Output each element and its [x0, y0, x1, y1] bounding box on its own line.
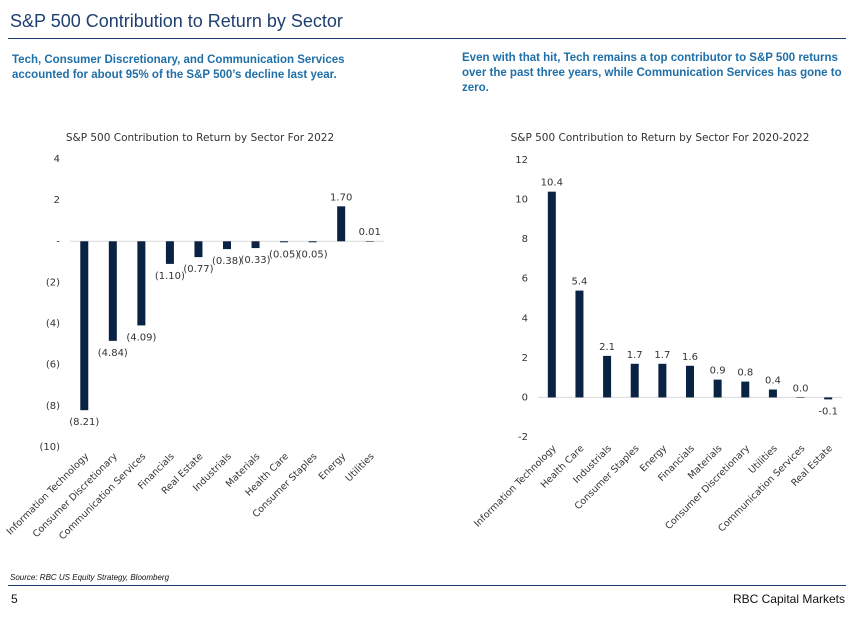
value-label: 0.0 [793, 383, 809, 394]
left-note: Tech, Consumer Discretionary, and Commun… [12, 54, 345, 81]
value-label: -0.1 [818, 406, 838, 417]
y-tick-label: 8 [522, 234, 528, 245]
y-tick-label: -2 [518, 432, 528, 443]
value-label: 0.01 [359, 227, 381, 238]
bar [337, 206, 346, 242]
bar [194, 241, 203, 258]
right-note: Even with that hit, Tech remains a top c… [462, 52, 842, 94]
y-tick-label: (2) [46, 277, 60, 288]
y-tick-label: (10) [39, 442, 60, 453]
bar [824, 397, 833, 400]
x-tick-label: Utilities [344, 451, 377, 484]
bar [713, 379, 722, 398]
y-tick-label: 2 [54, 195, 60, 206]
bar [658, 363, 667, 398]
value-label: (0.05) [269, 249, 299, 260]
y-tick-label: 2 [522, 353, 528, 364]
bar [630, 363, 639, 398]
bar [686, 365, 694, 398]
chart-title: S&P 500 Contribution to Return by Sector… [66, 132, 334, 144]
bar [308, 241, 317, 243]
value-label: (4.84) [98, 348, 128, 359]
brand: RBC Capital Markets [732, 592, 845, 606]
bar [223, 241, 231, 250]
value-label: 1.7 [627, 350, 643, 361]
y-tick-label: 10 [515, 195, 528, 206]
bar [108, 241, 117, 341]
value-label: (0.38) [212, 256, 242, 267]
value-label: 0.4 [765, 376, 781, 387]
source: Source: RBC US Equity Strategy, Bloomber… [10, 573, 170, 582]
bar [768, 389, 777, 398]
bar [251, 241, 260, 249]
y-tick-label: (8) [46, 401, 60, 412]
bar [280, 241, 289, 243]
bar [365, 241, 374, 242]
value-label: 1.7 [654, 350, 670, 361]
y-tick-label: - [56, 236, 60, 247]
value-label: 1.6 [682, 352, 698, 363]
value-label: 0.9 [710, 366, 726, 377]
y-tick-label: 0 [522, 392, 528, 403]
y-tick-label: (6) [46, 360, 60, 371]
value-label: (0.05) [298, 249, 328, 260]
bar [80, 241, 89, 411]
bar [547, 191, 556, 398]
bar [796, 397, 805, 398]
value-label: 1.70 [330, 192, 352, 203]
bar [603, 355, 612, 398]
page-number: 5 [11, 592, 18, 606]
chart-title: S&P 500 Contribution to Return by Sector… [511, 132, 810, 144]
y-tick-label: 12 [515, 155, 528, 166]
value-label: 0.8 [737, 368, 753, 379]
value-label: (1.10) [155, 271, 185, 282]
bar [741, 381, 750, 398]
value-label: 5.4 [572, 277, 588, 288]
bar [137, 241, 146, 326]
bar [165, 241, 174, 264]
value-label: (4.09) [126, 332, 156, 343]
value-label: 2.1 [599, 342, 615, 353]
y-tick-label: 6 [522, 274, 528, 285]
y-tick-label: 4 [522, 313, 528, 324]
value-label: 10.4 [541, 178, 563, 189]
slide-title: S&P 500 Contribution to Return by Sector [10, 11, 343, 31]
value-label: (0.33) [241, 255, 271, 266]
value-label: (8.21) [69, 417, 99, 428]
y-tick-label: (4) [46, 319, 60, 330]
value-label: (0.77) [183, 264, 213, 275]
bar [575, 290, 584, 398]
y-tick-label: 4 [54, 154, 60, 165]
